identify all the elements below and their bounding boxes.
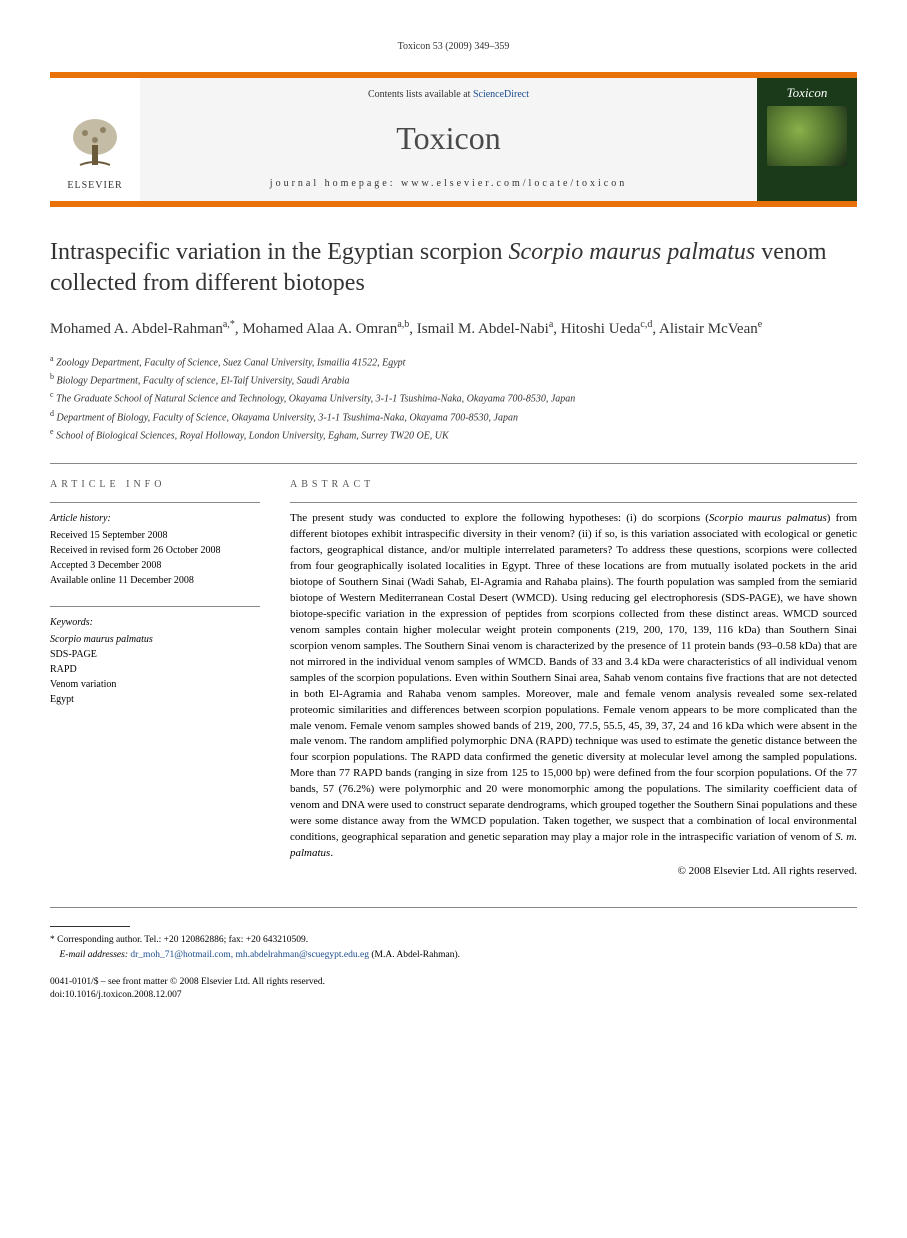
title-part1: Intraspecific variation in the Egyptian … [50,239,509,265]
history-item: Received in revised form 26 October 2008 [50,543,260,558]
keyword-item: SDS-PAGE [50,647,260,662]
info-abstract-row: ARTICLE INFO Article history: Received 1… [50,478,857,879]
affiliations-list: a Zoology Department, Faculty of Science… [50,353,857,444]
article-info-heading: ARTICLE INFO [50,478,260,492]
abstract-body: The present study was conducted to explo… [290,511,857,862]
footer-meta: 0041-0101/$ – see front matter © 2008 El… [50,976,857,1003]
journal-masthead: ELSEVIER Contents lists available at Sci… [50,72,857,207]
elsevier-tree-icon [65,115,125,175]
cover-image [767,106,847,166]
contents-prefix: Contents lists available at [368,89,473,100]
author-list: Mohamed A. Abdel-Rahmana,*, Mohamed Alaa… [50,317,857,341]
running-header: Toxicon 53 (2009) 349–359 [50,40,857,54]
doi: doi:10.1016/j.toxicon.2008.12.007 [50,989,857,1002]
sciencedirect-link[interactable]: ScienceDirect [473,89,529,100]
abstract-divider [290,502,857,503]
journal-name: Toxicon [396,116,500,161]
history-label: Article history: [50,511,260,526]
affiliation-item: b Biology Department, Faculty of science… [50,371,857,388]
keyword-item: Egypt [50,692,260,707]
section-divider [50,463,857,464]
publisher-name: ELSEVIER [67,179,122,193]
abstract-copyright: © 2008 Elsevier Ltd. All rights reserved… [290,864,857,879]
affiliation-item: e School of Biological Sciences, Royal H… [50,426,857,443]
article-history-block: Article history: Received 15 September 2… [50,511,260,588]
affiliation-item: d Department of Biology, Faculty of Scie… [50,408,857,425]
issn-copyright: 0041-0101/$ – see front matter © 2008 El… [50,976,857,989]
email-label: E-mail addresses: [60,950,129,960]
corresponding-author: * Corresponding author. Tel.: +20 120862… [50,933,857,947]
history-item: Received 15 September 2008 [50,528,260,543]
footnotes: * Corresponding author. Tel.: +20 120862… [50,933,857,962]
keyword-item: Venom variation [50,677,260,692]
masthead-center: Contents lists available at ScienceDirec… [140,78,757,201]
email-line: E-mail addresses: dr_moh_71@hotmail.com,… [50,948,857,962]
footnote-rule [50,926,130,927]
journal-cover-thumb: Toxicon [757,78,857,201]
publisher-logo-block: ELSEVIER [50,78,140,201]
abstract-heading: ABSTRACT [290,478,857,492]
cover-title: Toxicon [787,84,828,102]
affiliation-item: c The Graduate School of Natural Science… [50,389,857,406]
footer-divider [50,907,857,908]
email-attribution: (M.A. Abdel-Rahman). [371,950,460,960]
history-item: Available online 11 December 2008 [50,573,260,588]
article-title: Intraspecific variation in the Egyptian … [50,237,857,299]
journal-homepage: journal homepage: www.elsevier.com/locat… [270,177,627,191]
article-info-column: ARTICLE INFO Article history: Received 1… [50,478,260,879]
info-divider-2 [50,606,260,607]
history-item: Accepted 3 December 2008 [50,558,260,573]
keywords-label: Keywords: [50,615,260,630]
keyword-item: Scorpio maurus palmatus [50,632,260,647]
email-addresses[interactable]: dr_moh_71@hotmail.com, mh.abdelrahman@sc… [130,950,369,960]
info-divider [50,502,260,503]
title-species: Scorpio maurus palmatus [509,239,756,265]
keywords-block: Keywords: Scorpio maurus palmatusSDS-PAG… [50,615,260,707]
abstract-column: ABSTRACT The present study was conducted… [290,478,857,879]
affiliation-item: a Zoology Department, Faculty of Science… [50,353,857,370]
contents-available-line: Contents lists available at ScienceDirec… [368,88,529,102]
keyword-item: RAPD [50,662,260,677]
